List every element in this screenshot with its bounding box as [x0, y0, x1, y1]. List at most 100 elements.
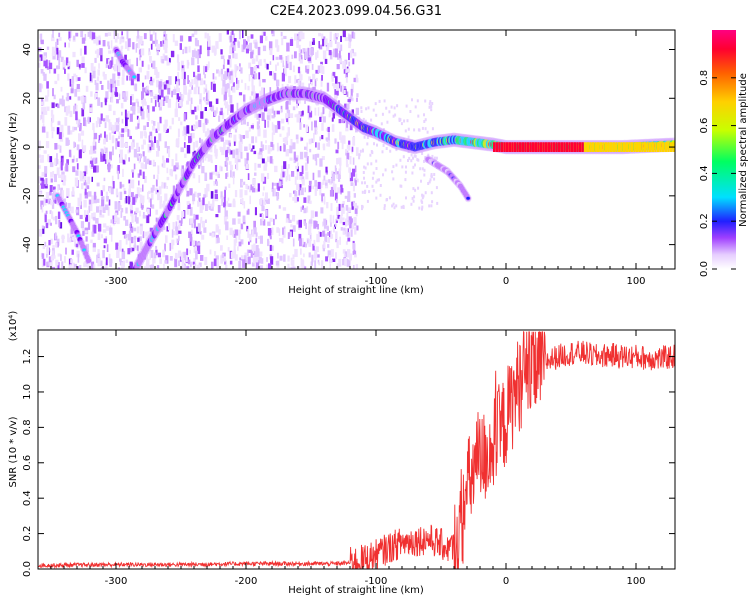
noise-speck	[129, 262, 133, 269]
noise-speck	[404, 170, 407, 174]
noise-speck	[200, 219, 202, 224]
noise-speck	[249, 186, 252, 193]
noise-speck	[41, 171, 45, 177]
noise-speck	[256, 113, 259, 120]
noise-speck	[137, 123, 140, 129]
noise-speck	[287, 263, 290, 269]
noise-speck	[89, 150, 92, 155]
noise-speck	[120, 45, 124, 49]
noise-speck	[421, 126, 424, 130]
noise-speck	[95, 218, 99, 224]
noise-speck	[105, 153, 108, 160]
noise-speck	[61, 261, 64, 269]
noise-speck	[178, 222, 181, 230]
noise-speck	[210, 159, 213, 164]
noise-speck	[278, 228, 281, 236]
noise-speck	[271, 30, 274, 34]
noise-speck	[39, 192, 42, 196]
noise-speck	[75, 243, 79, 248]
noise-speck	[50, 121, 53, 127]
noise-speck	[294, 114, 298, 118]
noise-speck	[303, 220, 306, 226]
noise-speck	[305, 243, 308, 248]
noise-speck	[56, 235, 58, 239]
noise-speck	[270, 141, 274, 148]
noise-speck	[255, 188, 259, 193]
noise-speck	[55, 259, 59, 266]
noise-speck	[188, 46, 191, 53]
noise-speck	[159, 200, 162, 209]
noise-speck	[236, 77, 238, 85]
noise-speck	[39, 115, 42, 121]
noise-speck	[403, 147, 406, 151]
noise-speck	[50, 199, 53, 206]
noise-speck	[51, 102, 55, 109]
noise-speck	[267, 228, 272, 236]
noise-speck	[164, 141, 167, 148]
noise-speck	[331, 124, 335, 132]
noise-speck	[309, 268, 313, 269]
noise-speck	[58, 58, 61, 66]
noise-speck	[78, 64, 81, 68]
noise-speck	[107, 159, 111, 165]
noise-speck	[308, 252, 311, 258]
noise-speck	[115, 125, 119, 132]
noise-speck	[111, 49, 114, 54]
noise-speck	[337, 187, 341, 194]
noise-speck	[193, 213, 196, 219]
noise-speck	[185, 255, 188, 263]
x-tick-label: -200	[235, 276, 258, 287]
noise-speck	[96, 48, 99, 58]
noise-speck	[124, 190, 127, 195]
band-mark	[589, 142, 592, 152]
noise-speck	[98, 139, 100, 143]
noise-speck	[393, 106, 396, 110]
noise-speck	[424, 127, 427, 131]
noise-speck	[81, 183, 84, 190]
band-mark	[532, 142, 535, 152]
noise-speck	[172, 89, 177, 95]
noise-speck	[335, 218, 338, 223]
noise-speck	[237, 159, 241, 163]
noise-speck	[320, 207, 324, 214]
noise-speck	[423, 168, 426, 172]
band-mark	[620, 142, 623, 152]
noise-speck	[200, 111, 204, 119]
noise-speck	[90, 156, 93, 161]
noise-speck	[227, 108, 229, 116]
noise-speck	[336, 33, 339, 37]
noise-speck	[304, 162, 308, 171]
noise-speck	[139, 194, 143, 204]
noise-speck	[375, 180, 378, 184]
noise-speck	[186, 206, 189, 215]
noise-speck	[57, 262, 60, 269]
noise-speck	[112, 146, 114, 156]
noise-speck	[224, 189, 226, 198]
noise-speck	[261, 205, 265, 212]
noise-speck	[158, 81, 162, 87]
noise-speck	[135, 194, 139, 199]
noise-speck	[265, 36, 268, 41]
noise-speck	[315, 158, 318, 166]
noise-speck	[50, 171, 54, 178]
noise-speck	[122, 231, 126, 235]
noise-speck	[339, 216, 343, 224]
noise-speck	[247, 228, 250, 238]
noise-speck	[125, 207, 128, 214]
noise-speck	[324, 58, 328, 64]
noise-speck	[331, 117, 334, 122]
noise-speck	[48, 249, 51, 253]
noise-speck	[98, 118, 101, 127]
noise-speck	[298, 233, 302, 241]
band-mark	[599, 142, 602, 152]
noise-speck	[251, 262, 255, 267]
noise-speck	[346, 212, 349, 220]
noise-speck	[391, 170, 394, 174]
noise-speck	[75, 170, 79, 176]
noise-speck	[230, 104, 234, 113]
noise-speck	[229, 148, 232, 155]
noise-speck	[305, 222, 307, 230]
noise-speck	[124, 109, 127, 119]
band-mark	[638, 142, 641, 152]
